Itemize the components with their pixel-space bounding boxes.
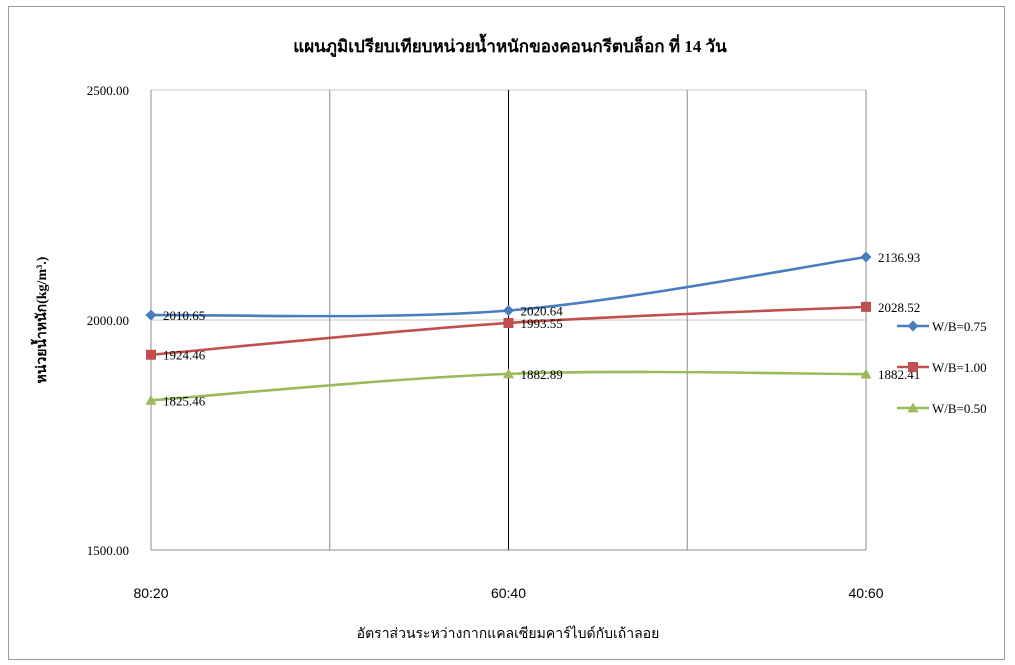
data-point	[145, 394, 157, 405]
data-label: 2028.52	[878, 300, 920, 315]
legend-marker	[908, 362, 918, 372]
legend-label: W/B=1.00	[932, 360, 987, 375]
legend-marker	[907, 402, 919, 413]
legend-label: W/B=0.75	[932, 319, 987, 334]
data-point	[146, 349, 156, 360]
series-W/B=0.75	[145, 251, 872, 321]
data-label: 2020.64	[521, 304, 564, 319]
legend-item: W/B=0.50	[897, 401, 987, 416]
chart-title: แผนภูมิเปรียบเทียบหน่วยน้ำหนักของคอนกรีต…	[293, 33, 727, 58]
series-W/B=1.00	[146, 301, 871, 360]
data-point	[860, 251, 872, 263]
y-tick-label: 2000.00	[87, 313, 129, 328]
legend-label: W/B=0.50	[932, 401, 987, 416]
legend-item: W/B=0.75	[897, 319, 987, 334]
series-layer	[145, 251, 872, 405]
data-point	[503, 317, 514, 328]
data-point	[503, 368, 514, 379]
data-labels: 2010.65 2020.64 2136.93 1924.46 1993.55 2028.…	[163, 250, 920, 408]
data-label: 2136.93	[878, 250, 920, 265]
series-W/B=0.50	[145, 368, 872, 405]
data-label: 1825.46	[163, 393, 206, 408]
x-tick-label: 60:40	[491, 585, 526, 601]
x-axis-label: อัตราส่วนระหว่างกากแคลเซียมคาร์ไบด์กับเถ…	[357, 625, 660, 642]
legend: W/B=0.75 W/B=1.00 W/B=0.50	[897, 319, 987, 416]
data-point	[860, 368, 872, 379]
data-point	[861, 301, 871, 312]
y-tick-label: 2500.00	[87, 83, 129, 98]
data-label: 1882.89	[521, 367, 563, 382]
legend-marker	[907, 320, 919, 332]
y-tick-label: 1500.00	[87, 543, 129, 558]
y-axis-label: หน่วยน้ำหนัก(kg/m³.)	[30, 256, 50, 383]
data-label: 2010.65	[163, 308, 205, 323]
data-point	[145, 309, 157, 321]
chart-frame	[8, 6, 1005, 660]
axis-ticks: 1500.00 2000.00 2500.00 80:20 60:40 40:60	[87, 83, 884, 601]
data-label: 1924.46	[163, 348, 206, 363]
data-label: 1993.55	[521, 316, 563, 331]
data-point	[503, 305, 514, 317]
legend-item: W/B=1.00	[897, 360, 987, 375]
x-tick-label: 80:20	[133, 585, 168, 601]
x-tick-label: 40:60	[848, 585, 883, 601]
